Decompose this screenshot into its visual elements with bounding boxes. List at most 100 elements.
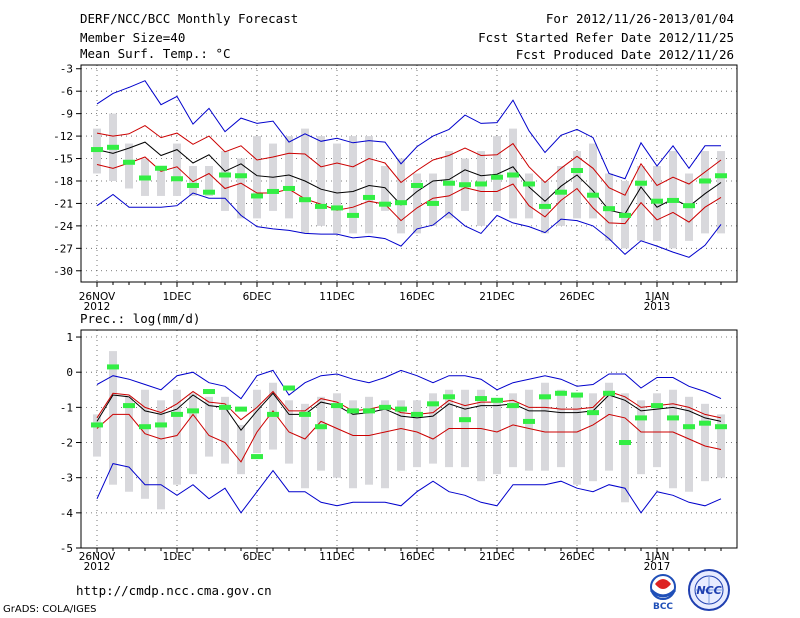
ensemble-range-bar [237, 424, 245, 475]
ensemble-range-bar [93, 414, 101, 457]
chart-title: DERF/NCC/BCC Monthly Forecast [80, 11, 299, 26]
series-line-max [96, 80, 721, 180]
ensemble-range-bar [125, 396, 133, 492]
observed-marker [619, 212, 631, 218]
y-tick-label: -30 [53, 265, 73, 278]
observed-marker [619, 440, 631, 446]
x-tick-label: 21DEC [479, 551, 514, 563]
series-line-upper [96, 390, 722, 421]
observed-marker [267, 188, 279, 194]
observed-marker [667, 415, 679, 421]
ensemble-range-bar [717, 151, 725, 234]
ensemble-range-bar [205, 396, 213, 457]
ensemble-range-bar [621, 393, 629, 503]
x-tick-label: 1DEC [163, 551, 192, 563]
ensemble-range-bar [189, 393, 197, 475]
observed-marker [571, 168, 583, 174]
y-tick-label: -12 [53, 130, 73, 143]
x-tick-label: 1JAN [645, 551, 670, 563]
plot-frame [80, 64, 738, 283]
panel-title: Prec.: log(mm/d) [80, 311, 200, 326]
source-url[interactable]: http://cmdp.ncc.cma.gov.cn [76, 583, 272, 598]
observed-marker [155, 165, 167, 171]
x-tick-label: 2017 [644, 561, 671, 573]
ensemble-range-bar [429, 173, 437, 226]
ensemble-range-bar [349, 400, 357, 489]
observed-marker [187, 408, 199, 414]
observed-marker [539, 394, 551, 400]
observed-marker [91, 147, 103, 153]
ensemble-range-bar [701, 403, 709, 482]
y-tick-label: -18 [53, 175, 73, 188]
bcc-logo: BCC [649, 574, 677, 612]
observed-marker [299, 411, 311, 417]
ensemble-range-bar [589, 143, 597, 219]
x-tick-label: 21DEC [479, 291, 514, 303]
observed-marker [443, 394, 455, 400]
observed-marker [347, 408, 359, 414]
forecast-started: Fcst Started Refer Date 2012/11/25 [478, 30, 734, 45]
y-tick-label: -4 [60, 507, 74, 520]
observed-marker [299, 197, 311, 203]
ensemble-range-bar [285, 136, 293, 219]
series-line-mean [96, 392, 722, 432]
observed-marker [315, 203, 327, 209]
observed-marker [603, 390, 615, 396]
observed-marker [395, 200, 407, 206]
ensemble-range-bar [589, 393, 597, 482]
y-tick-label: -3 [60, 472, 73, 485]
observed-marker [491, 174, 503, 180]
ensemble-range-bar [333, 143, 341, 234]
observed-marker [411, 411, 423, 417]
series-line-min [96, 463, 722, 514]
y-tick-label: -5 [60, 542, 73, 555]
series-line-lower [96, 156, 722, 225]
observed-marker [219, 404, 231, 410]
observed-marker [587, 192, 599, 198]
ensemble-range-bar [125, 143, 133, 189]
ensemble-range-bar [397, 400, 405, 471]
observed-marker [683, 424, 695, 430]
x-tick-label: 26DEC [559, 291, 594, 303]
observed-marker [715, 173, 727, 179]
ensemble-range-bar [365, 396, 373, 485]
ensemble-range-bar [317, 396, 325, 471]
forecast-produced: Fcst Produced Date 2012/11/26 [515, 47, 734, 62]
observed-marker [379, 404, 391, 410]
ensemble-range-bar [397, 158, 405, 234]
observed-marker [539, 203, 551, 209]
x-tick-label: 2012 [84, 561, 111, 573]
observed-marker [283, 185, 295, 191]
ensemble-range-bar [141, 389, 149, 499]
observed-marker [475, 181, 487, 187]
observed-marker [267, 411, 279, 417]
x-tick-label: 2012 [84, 301, 111, 313]
y-tick-label: -2 [60, 437, 73, 450]
observed-marker [443, 180, 455, 186]
observed-marker [235, 173, 247, 179]
observed-marker [139, 175, 151, 181]
ensemble-range-bar [477, 151, 485, 226]
observed-marker [667, 197, 679, 203]
observed-marker [555, 390, 567, 396]
y-tick-label: -9 [60, 108, 73, 121]
observed-marker [715, 424, 727, 430]
member-size: Member Size=40 [80, 30, 186, 45]
ensemble-range-bar [477, 389, 485, 482]
ensemble-range-bar [717, 414, 725, 478]
observed-marker [171, 176, 183, 182]
ncc-logo-text: NCC [696, 584, 721, 597]
observed-marker [203, 389, 215, 395]
temperature-panel: Mean Surf. Temp.: °C -3 -6 -9 -12 -15 -18 -21 -2… [53, 46, 738, 313]
observed-marker [139, 424, 151, 430]
observed-marker [187, 182, 199, 188]
forecast-period: For 2012/11/26-2013/01/04 [545, 11, 734, 26]
observed-marker [235, 406, 247, 412]
ensemble-range-bar [509, 393, 517, 468]
observed-marker [315, 424, 327, 430]
y-tick-label: 1 [66, 331, 73, 344]
observed-marker [331, 205, 343, 211]
observed-marker [347, 212, 359, 218]
ensemble-range-bar [253, 136, 261, 219]
